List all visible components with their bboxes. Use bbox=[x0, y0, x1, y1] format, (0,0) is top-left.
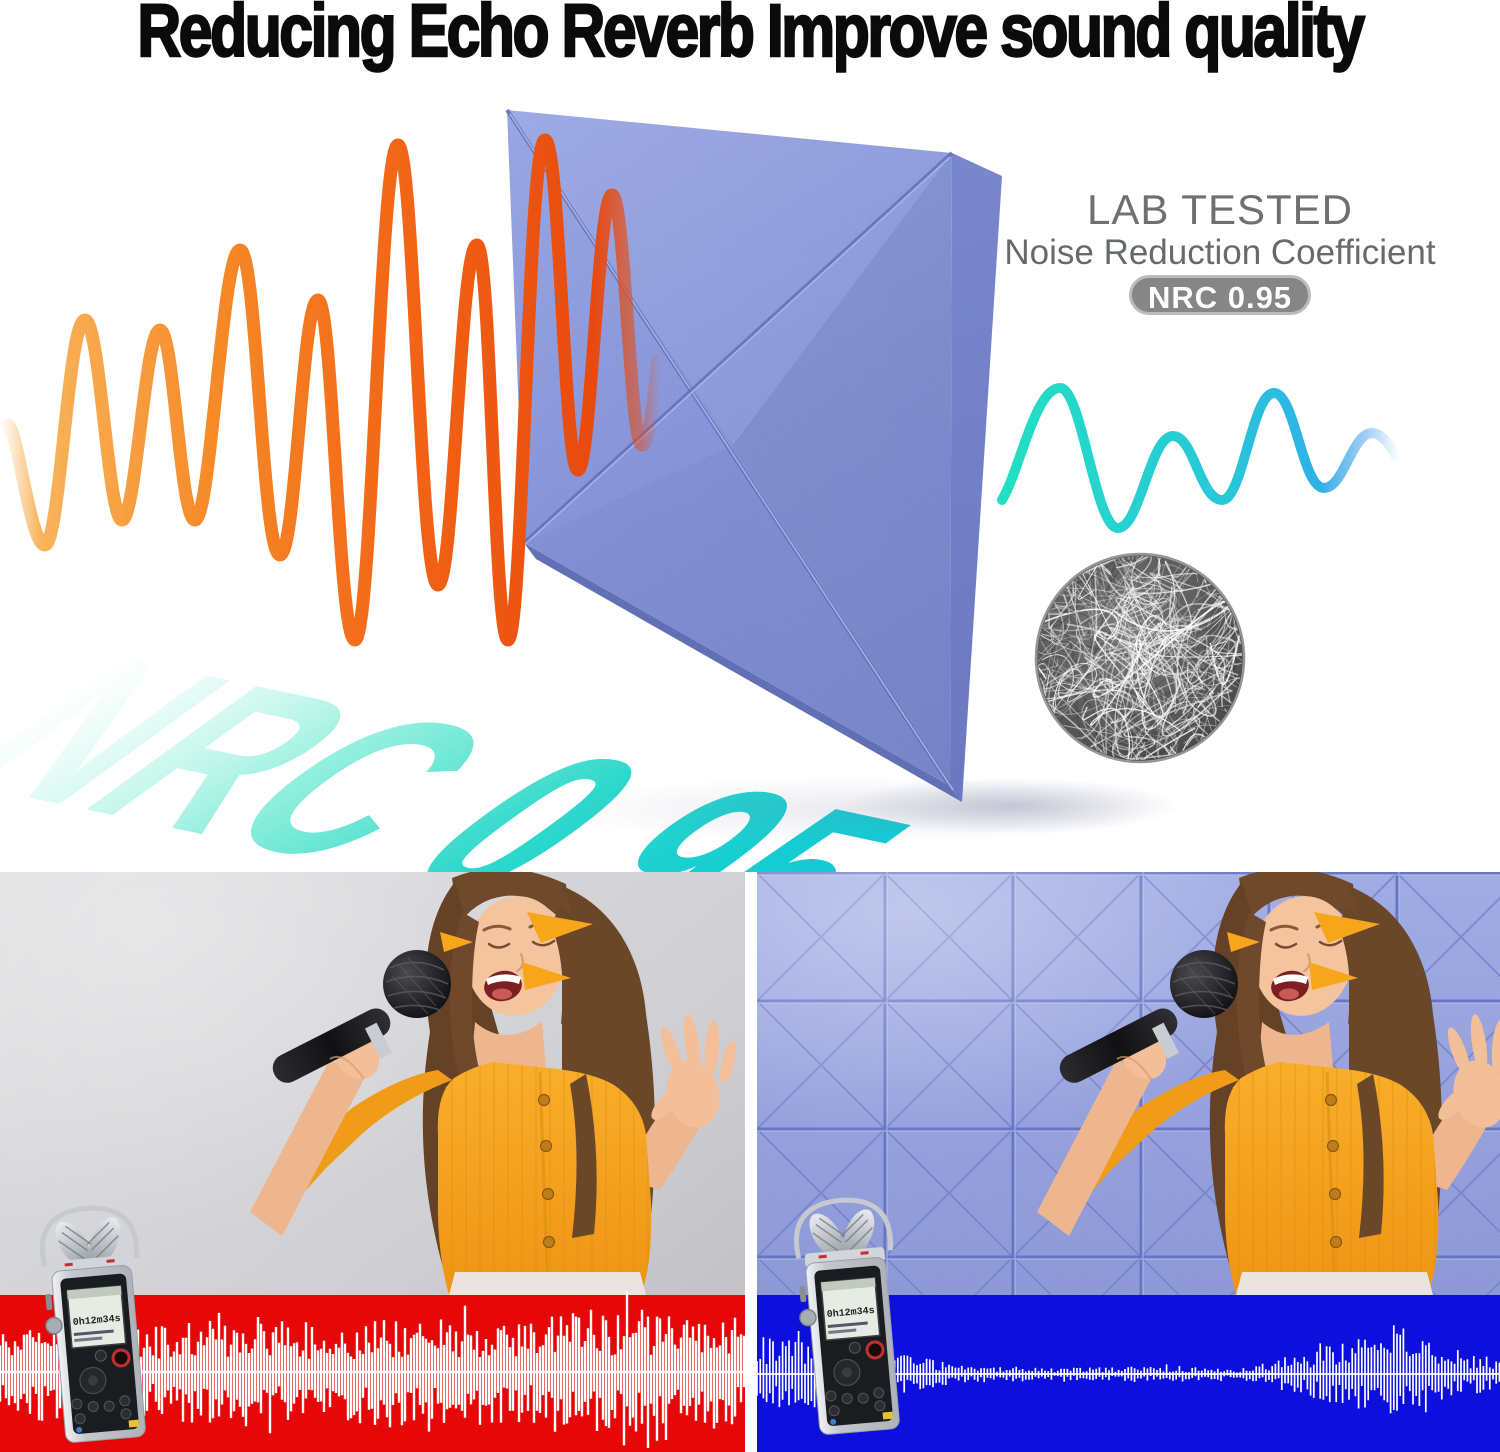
photo-before bbox=[0, 872, 745, 1452]
page-title: Reducing Echo Reverb Improve sound quali… bbox=[136, 0, 1366, 72]
ground-shadow-wide bbox=[550, 776, 1150, 844]
fiber-texture-circle bbox=[1034, 552, 1246, 764]
absorbed-sound-wave bbox=[997, 382, 1401, 534]
lab-tested-label: LAB TESTED bbox=[1087, 186, 1353, 233]
photo-divider bbox=[745, 872, 757, 1452]
photo-after bbox=[757, 872, 1500, 1452]
sound-absorption-illustration bbox=[1, 108, 1401, 844]
noise-reduction-label: Noise Reduction Coefficient bbox=[1004, 233, 1436, 272]
before-after-photos: 0h12m34s bbox=[0, 872, 1500, 1452]
incoming-sound-wave bbox=[1, 133, 665, 647]
nrc-badge: NRC 0.95 bbox=[1129, 275, 1311, 315]
